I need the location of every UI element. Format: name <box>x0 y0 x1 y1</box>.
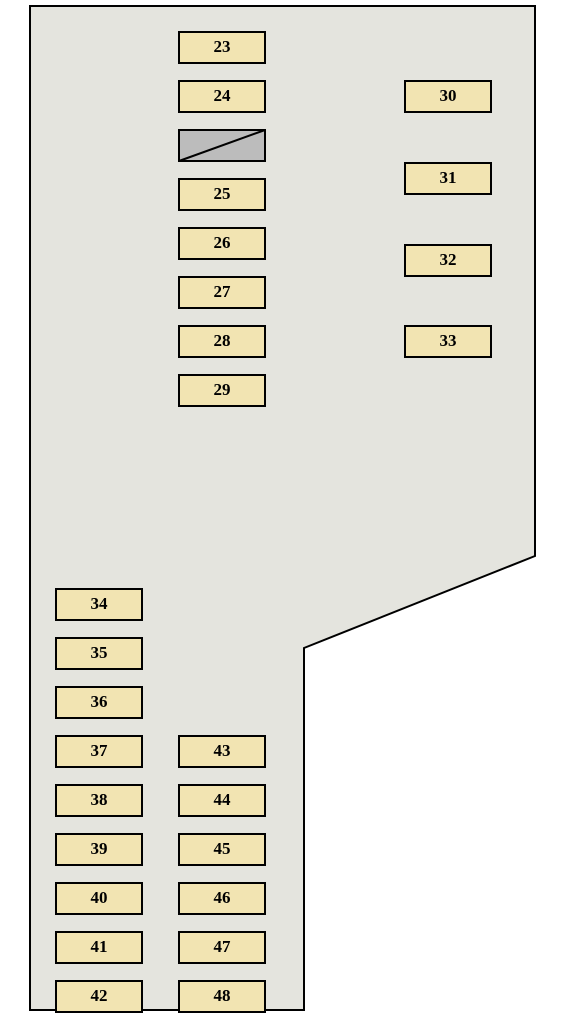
fuse-label: 41 <box>91 937 108 957</box>
fuse-slot-29: 29 <box>178 374 266 407</box>
fuse-slot-48: 48 <box>178 980 266 1013</box>
fuse-slot-47: 47 <box>178 931 266 964</box>
fuse-label: 30 <box>440 86 457 106</box>
fuse-label: 28 <box>214 331 231 351</box>
fuse-label: 25 <box>214 184 231 204</box>
fuse-slot-24: 24 <box>178 80 266 113</box>
fuse-slot-31: 31 <box>404 162 492 195</box>
fuse-slot-32: 32 <box>404 244 492 277</box>
fuse-label: 40 <box>91 888 108 908</box>
fuse-slot-30: 30 <box>404 80 492 113</box>
fuse-label: 33 <box>440 331 457 351</box>
fuse-slot-41: 41 <box>55 931 143 964</box>
fuse-label: 26 <box>214 233 231 253</box>
fuse-label: 45 <box>214 839 231 859</box>
fuse-label: 23 <box>214 37 231 57</box>
fuse-label: 34 <box>91 594 108 614</box>
fuse-label: 27 <box>214 282 231 302</box>
fuse-label: 36 <box>91 692 108 712</box>
fuse-label: 47 <box>214 937 231 957</box>
fuse-label: 46 <box>214 888 231 908</box>
fuse-slot-33: 33 <box>404 325 492 358</box>
fuse-slot-27: 27 <box>178 276 266 309</box>
fuse-slot-38: 38 <box>55 784 143 817</box>
fuse-label: 43 <box>214 741 231 761</box>
fuse-label: 38 <box>91 790 108 810</box>
fuse-slot-36: 36 <box>55 686 143 719</box>
fuse-slot-44: 44 <box>178 784 266 817</box>
fuse-slot-45: 45 <box>178 833 266 866</box>
fuse-slot-23: 23 <box>178 31 266 64</box>
fuse-label: 44 <box>214 790 231 810</box>
fuse-slot-25: 25 <box>178 178 266 211</box>
fuse-label: 37 <box>91 741 108 761</box>
fuse-label: 24 <box>214 86 231 106</box>
panel-outline <box>0 0 565 1024</box>
fuse-label: 35 <box>91 643 108 663</box>
fuse-label: 32 <box>440 250 457 270</box>
fuse-slot-28: 28 <box>178 325 266 358</box>
empty-fuse-slot <box>178 129 266 162</box>
fuse-slot-40: 40 <box>55 882 143 915</box>
fuse-slot-34: 34 <box>55 588 143 621</box>
fuse-slot-42: 42 <box>55 980 143 1013</box>
fuse-label: 48 <box>214 986 231 1006</box>
fuse-slot-43: 43 <box>178 735 266 768</box>
fuse-slot-37: 37 <box>55 735 143 768</box>
fuse-label: 31 <box>440 168 457 188</box>
fuse-label: 42 <box>91 986 108 1006</box>
fuse-label: 29 <box>214 380 231 400</box>
fuse-slot-26: 26 <box>178 227 266 260</box>
diagram-canvas: 23 24 25 26 27 28 29 30 31 32 33 34 35 36 37 38 39 40 41 42… <box>0 0 565 1024</box>
fuse-slot-35: 35 <box>55 637 143 670</box>
fuse-slot-39: 39 <box>55 833 143 866</box>
fuse-label: 39 <box>91 839 108 859</box>
fuse-slot-46: 46 <box>178 882 266 915</box>
